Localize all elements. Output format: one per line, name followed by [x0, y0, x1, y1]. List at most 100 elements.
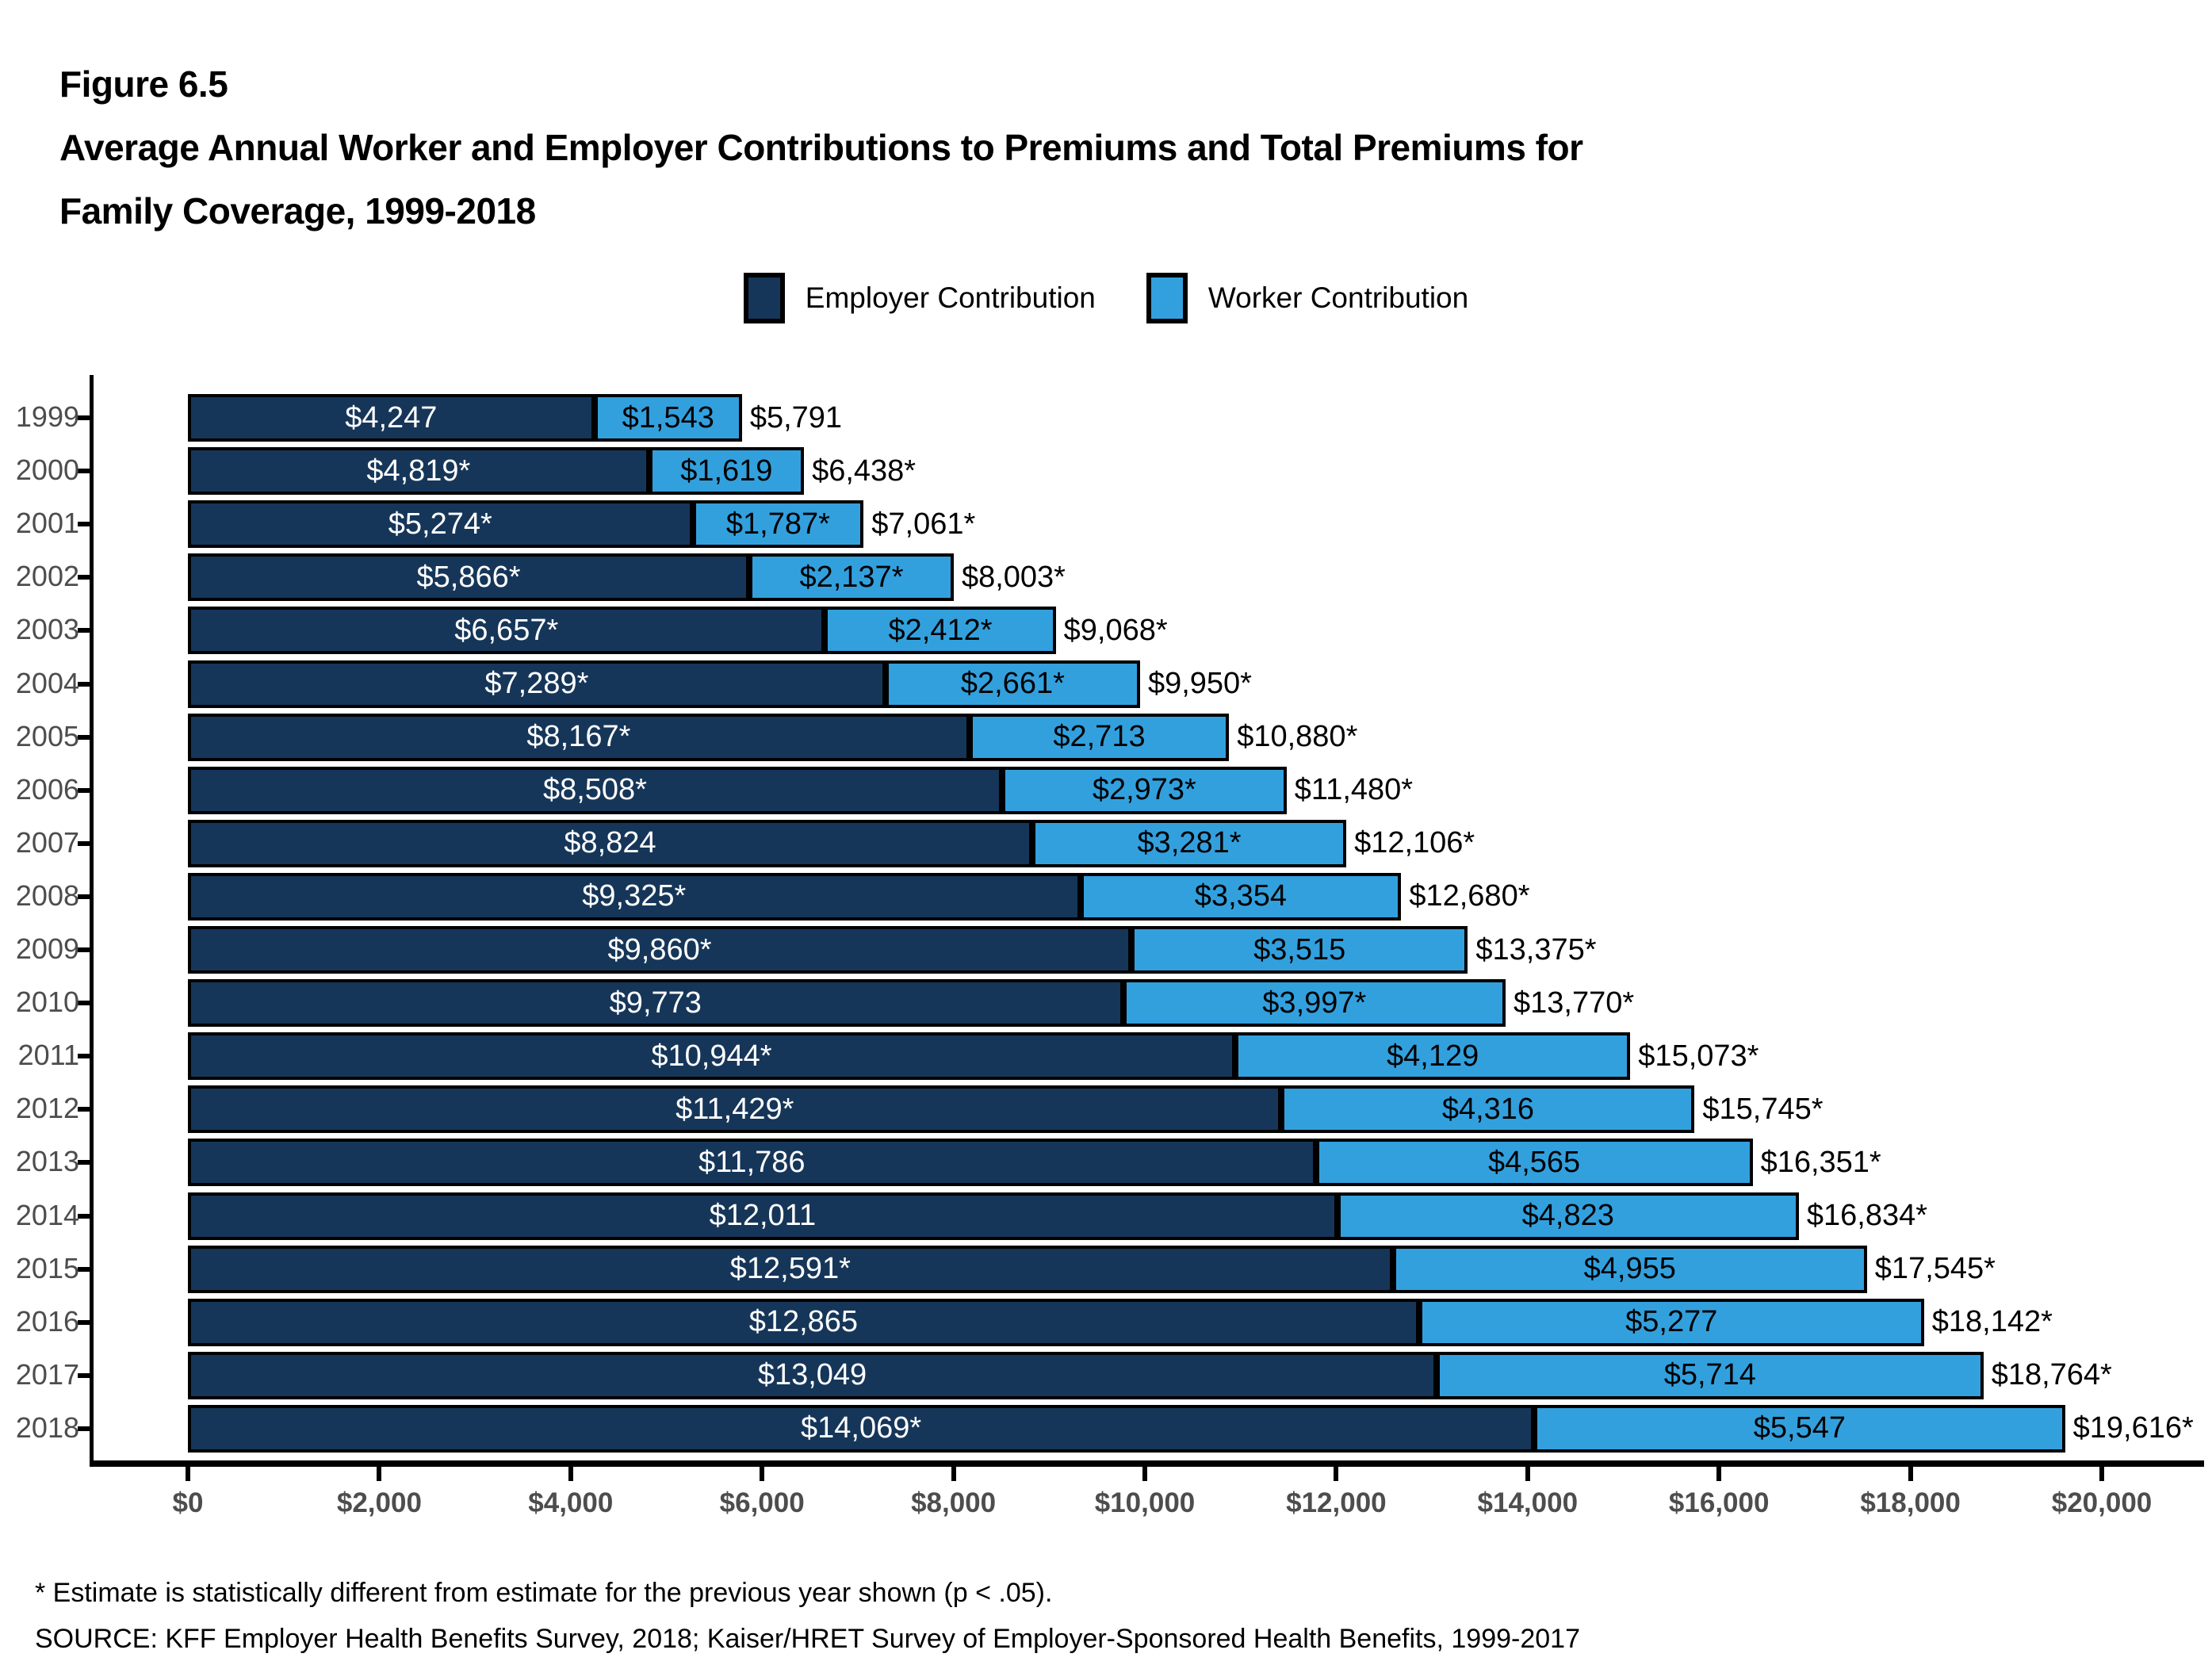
figure-title-line1: Average Annual Worker and Employer Contr… [59, 127, 1583, 168]
y-axis-tick [78, 1054, 90, 1059]
employer-bar-segment: $11,429* [188, 1085, 1282, 1134]
worker-bar-segment: $2,661* [885, 660, 1140, 708]
y-axis-tick [78, 469, 90, 474]
year-label: 2014 [15, 1198, 79, 1231]
employer-bar-segment: $8,167* [188, 713, 970, 761]
y-axis-tick [78, 734, 90, 740]
total-premium-label: $18,764* [1991, 1358, 2112, 1392]
y-axis-tick [78, 1160, 90, 1166]
worker-bar-segment: $1,787* [692, 500, 864, 549]
x-axis-tick-label: $2,000 [336, 1487, 422, 1518]
x-axis-tick [1142, 1467, 1147, 1481]
x-axis-tick [568, 1467, 573, 1481]
x-axis-tick-label: $4,000 [528, 1487, 614, 1518]
worker-bar-segment: $3,515 [1131, 926, 1468, 974]
y-axis-tick [78, 415, 90, 420]
total-premium-label: $5,791 [749, 400, 843, 434]
x-axis-tick [1908, 1467, 1913, 1481]
total-premium-label: $13,770* [1514, 986, 1635, 1020]
x-axis-tick-label: $20,000 [2051, 1487, 2153, 1518]
year-label: 2001 [15, 507, 79, 540]
y-axis-tick [78, 1213, 90, 1219]
y-axis-tick [78, 1107, 90, 1112]
y-axis-tick [78, 1266, 90, 1272]
employer-bar-segment: $9,860* [188, 926, 1132, 974]
x-axis-line [90, 1460, 2204, 1467]
worker-bar-segment: $4,955 [1392, 1245, 1867, 1293]
y-axis-tick [78, 787, 90, 793]
x-axis-tick-label: $18,000 [1860, 1487, 1961, 1518]
x-axis-tick-label: $16,000 [1668, 1487, 1770, 1518]
worker-bar-segment: $1,543 [594, 394, 742, 442]
x-axis-tick [951, 1467, 956, 1481]
y-axis-tick [78, 1372, 90, 1378]
y-axis-tick [78, 575, 90, 580]
total-premium-label: $7,061* [871, 507, 976, 541]
total-premium-label: $12,680* [1409, 879, 1530, 913]
x-axis-tick [2099, 1467, 2104, 1481]
employer-bar-segment: $14,069* [188, 1404, 1535, 1453]
worker-bar-segment: $5,547 [1534, 1404, 2065, 1453]
total-premium-label: $12,106* [1354, 826, 1475, 860]
source-line: SOURCE: KFF Employer Health Benefits Sur… [35, 1624, 1580, 1654]
total-premium-label: $15,745* [1702, 1092, 1824, 1126]
year-label: 2005 [15, 719, 79, 752]
chart-legend: Employer Contribution Worker Contributio… [0, 273, 2212, 323]
y-axis-tick [78, 1426, 90, 1431]
x-axis-tick [1716, 1467, 1722, 1481]
y-axis-tick [78, 894, 90, 899]
worker-bar-segment: $3,997* [1123, 979, 1506, 1028]
worker-bar-segment: $3,281* [1032, 819, 1347, 867]
worker-bar-segment: $5,277 [1418, 1298, 1924, 1346]
employer-bar-segment: $4,247 [188, 394, 595, 442]
year-label: 2004 [15, 666, 79, 699]
y-axis-tick [78, 947, 90, 952]
employer-bar-segment: $9,325* [188, 872, 1081, 921]
worker-bar-segment: $4,565 [1315, 1139, 1753, 1187]
total-premium-label: $16,834* [1806, 1199, 1928, 1232]
year-label: 2007 [15, 825, 79, 859]
worker-swatch-icon [1146, 273, 1188, 323]
employer-bar-segment: $12,011 [188, 1192, 1338, 1240]
legend-item-worker: Worker Contribution [1146, 273, 1468, 323]
x-axis-tick-label: $14,000 [1477, 1487, 1579, 1518]
year-label: 2010 [15, 986, 79, 1019]
worker-bar-segment: $2,412* [825, 607, 1056, 655]
employer-bar-segment: $6,657* [188, 607, 825, 655]
total-premium-label: $6,438* [812, 454, 917, 488]
year-label: 2013 [15, 1145, 79, 1178]
year-label: 2012 [15, 1092, 79, 1125]
worker-bar-segment: $4,129 [1234, 1032, 1631, 1081]
year-label: 2000 [15, 454, 79, 487]
legend-label-worker: Worker Contribution [1207, 281, 1469, 314]
total-premium-label: $15,073* [1638, 1039, 1759, 1073]
total-premium-label: $8,003* [961, 560, 1066, 594]
x-axis-tick [186, 1467, 190, 1481]
year-label: 2011 [17, 1039, 79, 1072]
total-premium-label: $18,142* [1931, 1305, 2053, 1339]
employer-bar-segment: $5,274* [188, 500, 693, 549]
legend-label-employer: Employer Contribution [805, 281, 1096, 314]
y-axis-tick [78, 840, 90, 846]
employer-swatch-icon [743, 273, 785, 323]
x-axis-tick [377, 1467, 382, 1481]
total-premium-label: $9,950* [1147, 667, 1252, 700]
x-axis-tick [760, 1467, 765, 1481]
worker-bar-segment: $3,354 [1080, 872, 1402, 921]
y-axis-tick [78, 522, 90, 527]
total-premium-label: $9,068* [1063, 613, 1168, 647]
y-axis-tick [78, 1319, 90, 1325]
x-axis-tick-label: $6,000 [719, 1487, 805, 1518]
x-axis-tick-label: $8,000 [911, 1487, 997, 1518]
year-label: 2009 [15, 932, 79, 965]
worker-bar-segment: $5,714 [1437, 1351, 1984, 1399]
x-axis-tick-label: $0 [172, 1487, 204, 1518]
y-axis-line [90, 375, 94, 1466]
employer-bar-segment: $12,591* [188, 1245, 1393, 1293]
year-label: 2016 [15, 1304, 79, 1338]
year-label: 1999 [15, 400, 79, 433]
total-premium-label: $19,616* [2072, 1411, 2194, 1445]
year-label: 2017 [15, 1357, 79, 1391]
employer-bar-segment: $5,866* [188, 553, 750, 602]
